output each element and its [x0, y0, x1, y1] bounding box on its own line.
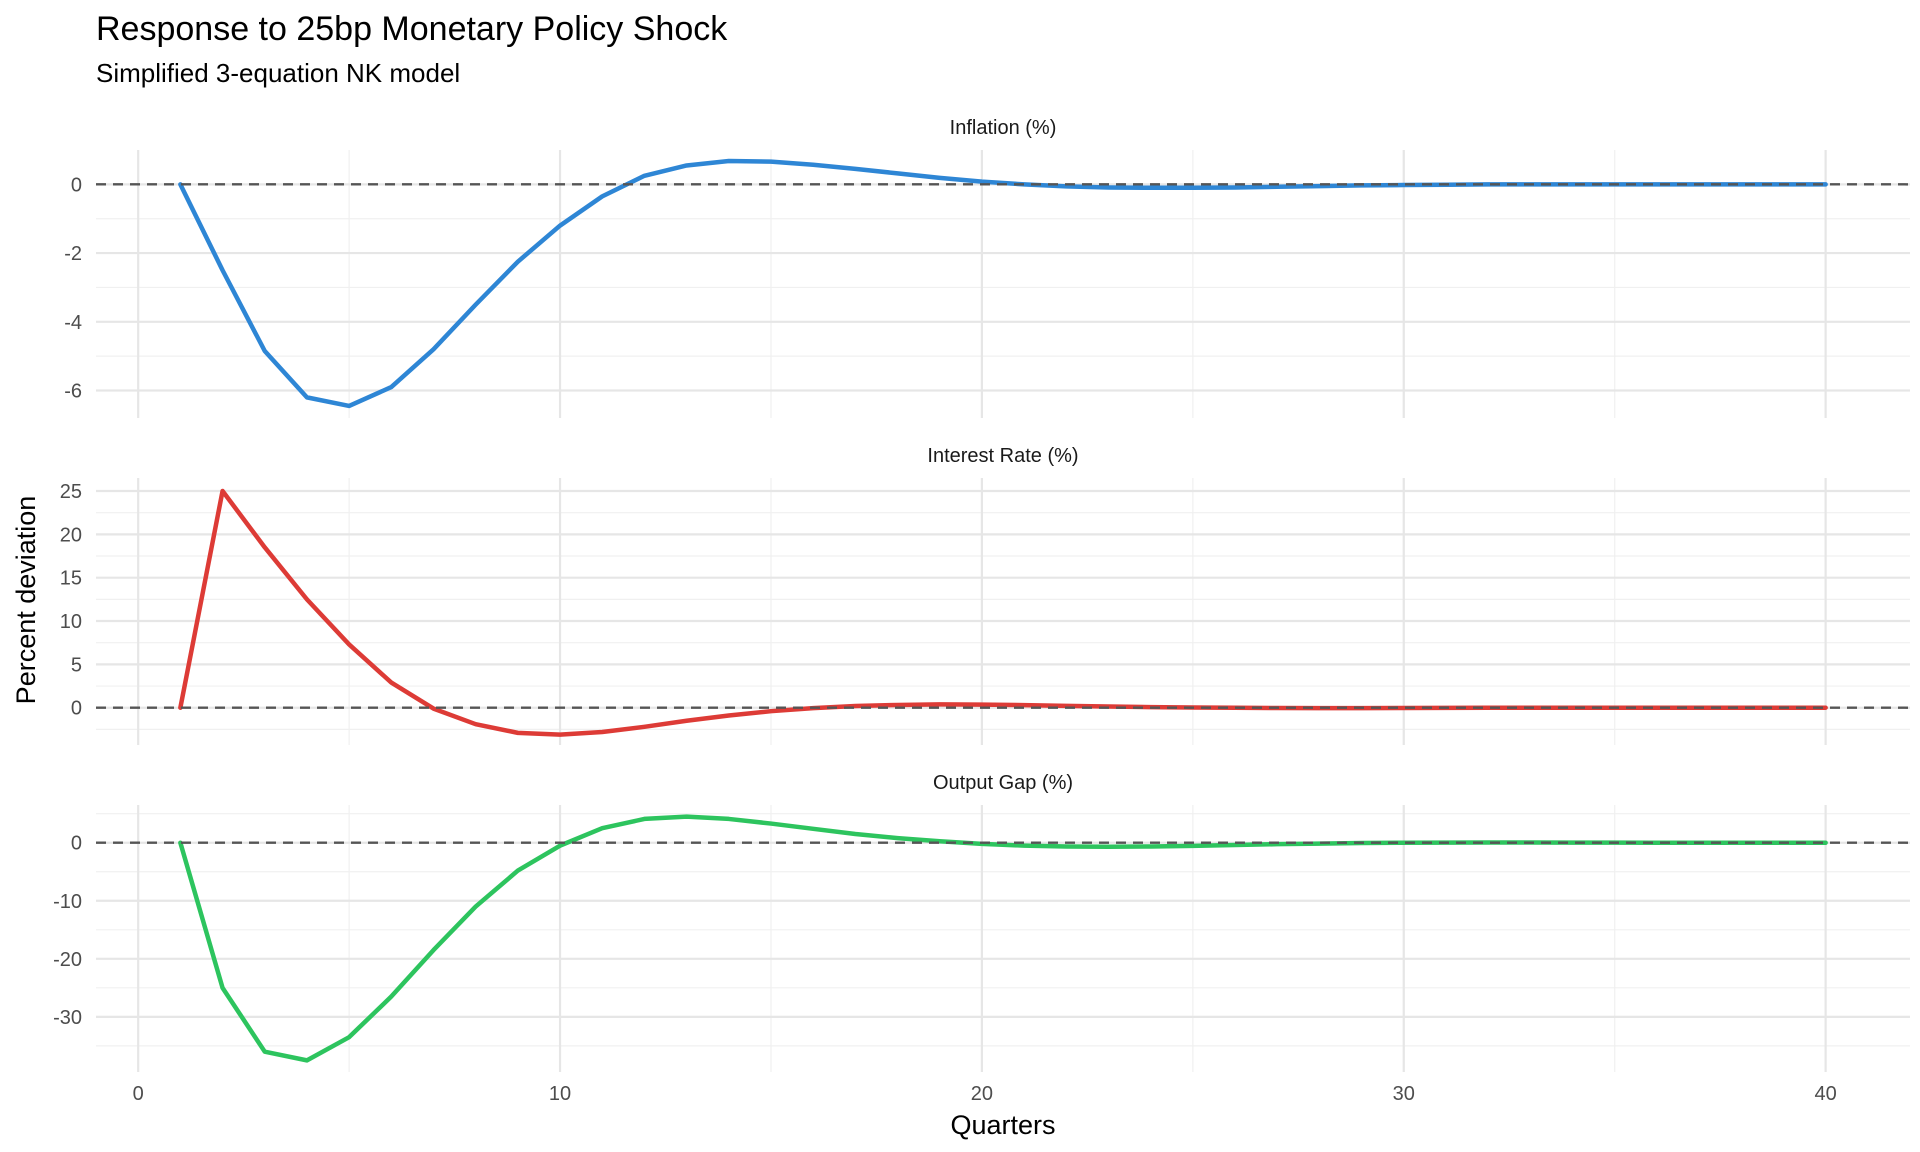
y-tick-label: 10 — [60, 611, 82, 633]
y-tick-label: 20 — [60, 524, 82, 546]
series-line-output-gap — [178, 814, 1828, 1063]
facet-label-output-gap: Output Gap (%) — [933, 772, 1073, 794]
x-axis-title: Quarters — [950, 1110, 1055, 1140]
y-tick-label: 25 — [60, 481, 82, 503]
x-tick-label: 30 — [1393, 1083, 1415, 1105]
series-line-interest-rate — [178, 488, 1828, 737]
y-tick-label: 15 — [60, 568, 82, 590]
y-axis-title: Percent deviation — [11, 496, 41, 705]
x-axis-tick-labels: 0 10 20 30 40 — [133, 1083, 1837, 1105]
y-tick-label: -20 — [53, 949, 82, 971]
y-tick-label: 0 — [71, 833, 82, 855]
y-tick-label: -4 — [64, 312, 82, 334]
y-tick-label: -10 — [53, 891, 82, 913]
y-tick-label: 0 — [71, 174, 82, 196]
x-tick-label: 0 — [133, 1083, 144, 1105]
panel-output-gap: -30 -20 -10 0 Output Gap (%) — [53, 772, 1910, 1072]
panel-inflation: -6 -4 -2 0 Inflation (%) — [64, 117, 1910, 418]
facet-label-inflation: Inflation (%) — [950, 117, 1057, 139]
chart-title: Response to 25bp Monetary Policy Shock — [96, 10, 728, 48]
panel-interest-rate: 0 5 10 15 20 25 Interest Rate (%) — [60, 445, 1910, 745]
x-tick-label: 40 — [1815, 1083, 1837, 1105]
y-tick-label: -2 — [64, 243, 82, 265]
x-tick-label: 20 — [971, 1083, 993, 1105]
x-tick-label: 10 — [549, 1083, 571, 1105]
y-tick-label: -30 — [53, 1007, 82, 1029]
series-line-inflation — [178, 158, 1828, 409]
facet-label-interest-rate: Interest Rate (%) — [927, 445, 1078, 467]
y-tick-label: -6 — [64, 381, 82, 403]
y-tick-label: 0 — [71, 698, 82, 720]
chart-subtitle: Simplified 3-equation NK model — [96, 58, 460, 88]
y-tick-label: 5 — [71, 654, 82, 676]
